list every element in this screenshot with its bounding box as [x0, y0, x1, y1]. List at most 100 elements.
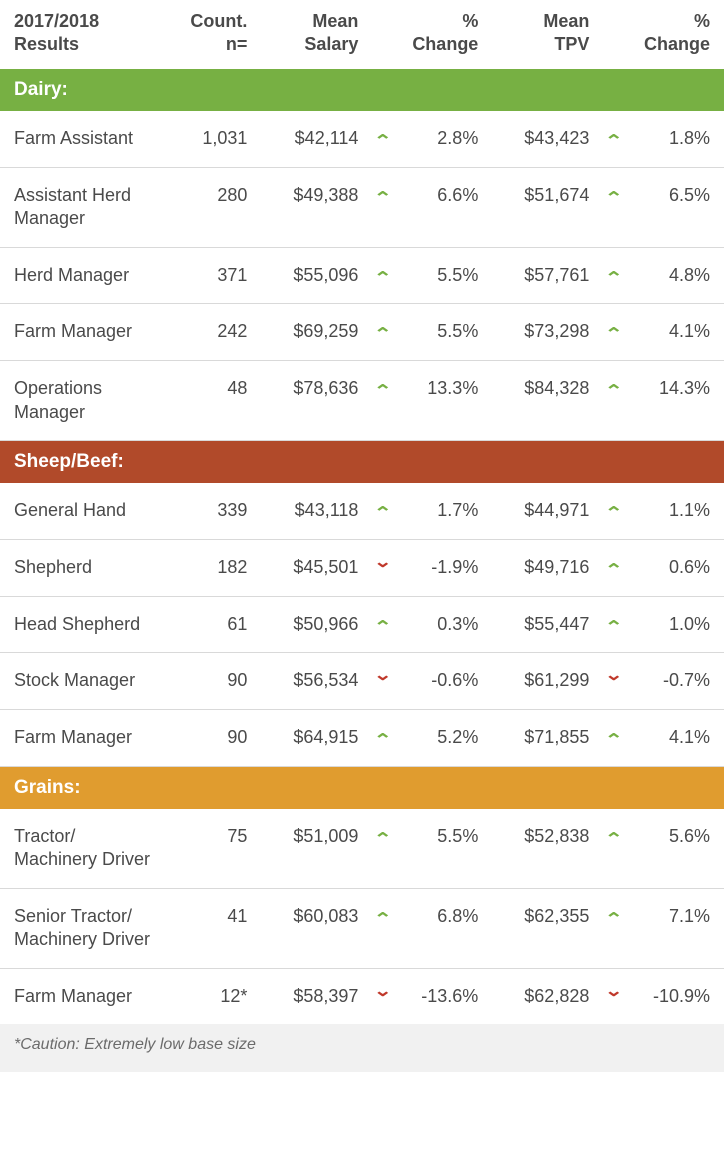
- trend-icon: ⌃: [366, 888, 395, 968]
- count-cell: 12*: [167, 968, 256, 1024]
- tpv-cell: $62,828: [486, 968, 597, 1024]
- change-cell: 4.1%: [626, 304, 724, 361]
- change-cell: 0.6%: [626, 539, 724, 596]
- arrow-up-icon: ⌃: [604, 325, 623, 346]
- footnote: *Caution: Extremely low base size: [0, 1024, 724, 1072]
- change-cell: -10.9%: [626, 968, 724, 1024]
- count-cell: 339: [167, 483, 256, 539]
- section-header: Sheep/Beef:: [0, 440, 724, 483]
- change-cell: 5.6%: [626, 809, 724, 888]
- section-header: Dairy:: [0, 69, 724, 111]
- change-cell: 2.8%: [395, 111, 486, 167]
- arrow-down-icon: ⌄: [373, 553, 392, 574]
- arrow-up-icon: ⌃: [604, 382, 623, 403]
- trend-icon: ⌄: [366, 539, 395, 596]
- tpv-cell: $57,761: [486, 247, 597, 304]
- salary-cell: $50,966: [255, 596, 366, 653]
- role-cell: Farm Assistant: [0, 111, 167, 167]
- tpv-cell: $43,423: [486, 111, 597, 167]
- salary-table: 2017/2018Results Count.n= MeanSalary %Ch…: [0, 0, 724, 1024]
- trend-icon: ⌃: [597, 111, 626, 167]
- change-cell: 5.5%: [395, 809, 486, 888]
- salary-cell: $58,397: [255, 968, 366, 1024]
- salary-cell: $64,915: [255, 710, 366, 767]
- arrow-up-icon: ⌃: [373, 132, 392, 153]
- trend-icon: ⌃: [366, 596, 395, 653]
- salary-cell: $56,534: [255, 653, 366, 710]
- change-cell: 1.1%: [626, 483, 724, 539]
- trend-icon: ⌃: [366, 247, 395, 304]
- change-cell: 7.1%: [626, 888, 724, 968]
- role-cell: Herd Manager: [0, 247, 167, 304]
- role-cell: Tractor/Machinery Driver: [0, 809, 167, 888]
- table-row: Head Shepherd61$50,966⌃0.3%$55,447⌃1.0%: [0, 596, 724, 653]
- change-cell: 1.8%: [626, 111, 724, 167]
- trend-icon: ⌃: [597, 710, 626, 767]
- role-cell: Operations Manager: [0, 361, 167, 441]
- role-cell: Assistant Herd Manager: [0, 167, 167, 247]
- table-row: Shepherd182$45,501⌄-1.9%$49,716⌃0.6%: [0, 539, 724, 596]
- count-cell: 90: [167, 710, 256, 767]
- table-row: Farm Manager242$69,259⌃5.5%$73,298⌃4.1%: [0, 304, 724, 361]
- change-cell: 5.5%: [395, 247, 486, 304]
- change-cell: 5.2%: [395, 710, 486, 767]
- tpv-cell: $84,328: [486, 361, 597, 441]
- arrow-up-icon: ⌃: [373, 189, 392, 210]
- header-count: Count.n=: [167, 0, 256, 69]
- salary-cell: $45,501: [255, 539, 366, 596]
- trend-icon: ⌄: [597, 653, 626, 710]
- count-cell: 280: [167, 167, 256, 247]
- arrow-up-icon: ⌃: [604, 269, 623, 290]
- arrow-up-icon: ⌃: [373, 382, 392, 403]
- change-cell: 1.0%: [626, 596, 724, 653]
- tpv-cell: $51,674: [486, 167, 597, 247]
- change-cell: 4.8%: [626, 247, 724, 304]
- change-cell: 6.6%: [395, 167, 486, 247]
- arrow-up-icon: ⌃: [604, 189, 623, 210]
- salary-cell: $43,118: [255, 483, 366, 539]
- trend-icon: ⌃: [597, 304, 626, 361]
- role-cell: Stock Manager: [0, 653, 167, 710]
- salary-cell: $49,388: [255, 167, 366, 247]
- tpv-cell: $71,855: [486, 710, 597, 767]
- tpv-cell: $73,298: [486, 304, 597, 361]
- table-body: Dairy:Farm Assistant1,031$42,114⌃2.8%$43…: [0, 69, 724, 1024]
- change-cell: -1.9%: [395, 539, 486, 596]
- change-cell: 5.5%: [395, 304, 486, 361]
- count-cell: 48: [167, 361, 256, 441]
- arrow-up-icon: ⌃: [604, 132, 623, 153]
- trend-icon: ⌃: [366, 710, 395, 767]
- arrow-up-icon: ⌃: [373, 618, 392, 639]
- count-cell: 1,031: [167, 111, 256, 167]
- section-header: Grains:: [0, 766, 724, 809]
- trend-icon: ⌄: [366, 653, 395, 710]
- table-header-row: 2017/2018Results Count.n= MeanSalary %Ch…: [0, 0, 724, 69]
- trend-icon: ⌃: [597, 596, 626, 653]
- role-cell: General Hand: [0, 483, 167, 539]
- header-spacer2: [597, 0, 626, 69]
- trend-icon: ⌃: [597, 483, 626, 539]
- header-spacer1: [366, 0, 395, 69]
- tpv-cell: $61,299: [486, 653, 597, 710]
- trend-icon: ⌃: [597, 888, 626, 968]
- salary-cell: $51,009: [255, 809, 366, 888]
- arrow-up-icon: ⌃: [373, 910, 392, 931]
- arrow-up-icon: ⌃: [604, 731, 623, 752]
- table-row: Farm Assistant1,031$42,114⌃2.8%$43,423⌃1…: [0, 111, 724, 167]
- section-title: Sheep/Beef:: [0, 440, 724, 483]
- arrow-up-icon: ⌃: [604, 910, 623, 931]
- count-cell: 182: [167, 539, 256, 596]
- role-cell: Farm Manager: [0, 710, 167, 767]
- table-row: Herd Manager371$55,096⌃5.5%$57,761⌃4.8%: [0, 247, 724, 304]
- trend-icon: ⌃: [366, 809, 395, 888]
- change-cell: 0.3%: [395, 596, 486, 653]
- count-cell: 90: [167, 653, 256, 710]
- salary-cell: $78,636: [255, 361, 366, 441]
- change-cell: 4.1%: [626, 710, 724, 767]
- count-cell: 75: [167, 809, 256, 888]
- change-cell: -13.6%: [395, 968, 486, 1024]
- arrow-up-icon: ⌃: [373, 269, 392, 290]
- tpv-cell: $52,838: [486, 809, 597, 888]
- table-row: Farm Manager12*$58,397⌄-13.6%$62,828⌄-10…: [0, 968, 724, 1024]
- header-tpv: MeanTPV: [486, 0, 597, 69]
